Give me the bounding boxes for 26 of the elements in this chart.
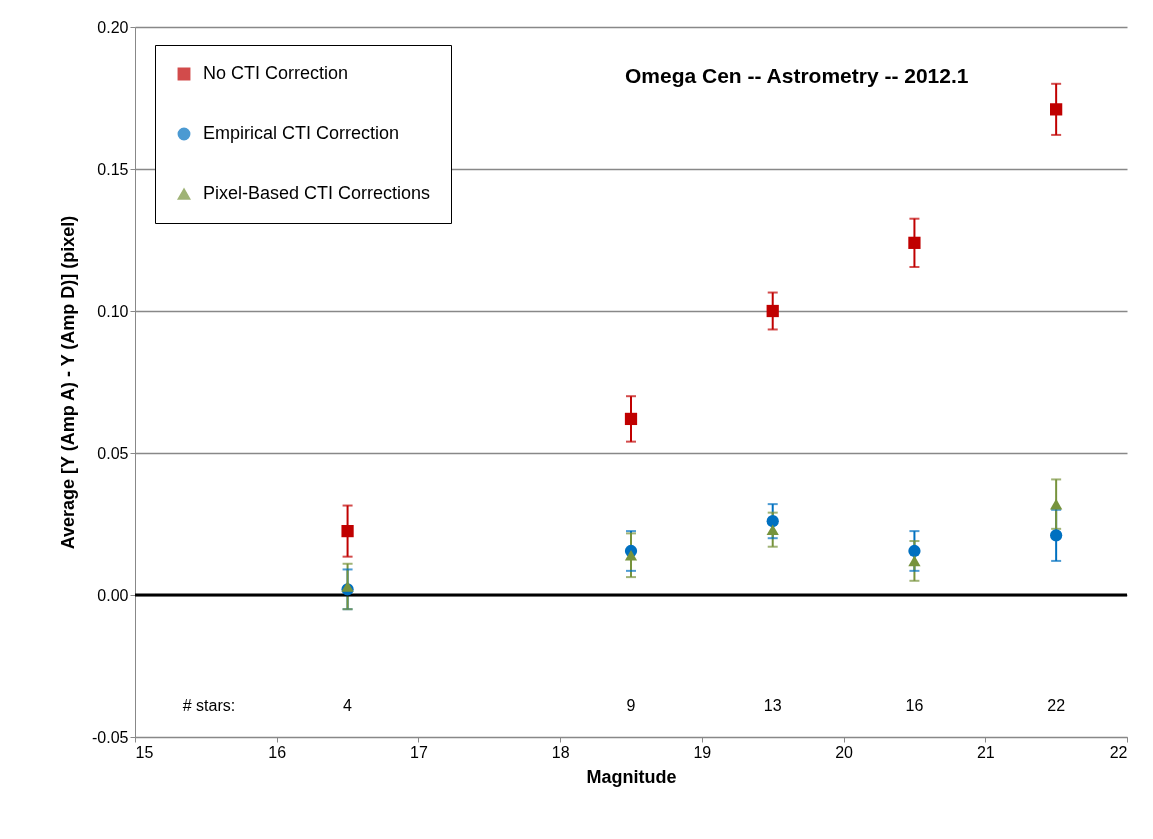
x-tick-label: 18 — [551, 743, 570, 761]
legend-label: Empirical CTI Correction — [203, 123, 400, 143]
x-tick-label: 22 — [1109, 743, 1128, 761]
text: Omega Cen -- Astrometry -- 2012.1 — [625, 64, 969, 87]
legend-label: No CTI Correction — [203, 63, 349, 83]
x-tick-label: 17 — [410, 743, 428, 761]
annotation: 16 — [905, 697, 924, 714]
y-tick-label: 0.15 — [97, 160, 129, 178]
y-tick-label: 0.05 — [97, 444, 129, 462]
annotation: 9 — [626, 697, 636, 714]
annotation: 4 — [343, 697, 353, 714]
x-tick-label: 21 — [976, 743, 995, 761]
x-tick-label: 19 — [693, 743, 712, 761]
x-tick-label: 15 — [135, 743, 154, 761]
x-tick-label: 16 — [268, 743, 287, 761]
legend-label: Pixel-Based CTI Corrections — [203, 183, 431, 203]
y-tick-label: -0.05 — [92, 728, 129, 746]
annotation: 13 — [763, 697, 782, 714]
x-axis-title: Magnitude — [586, 766, 677, 787]
annotation: 22 — [1047, 697, 1066, 714]
y-tick-label: 0.00 — [97, 586, 129, 604]
y-tick-label: 0.10 — [97, 302, 129, 320]
y-tick-label: 0.20 — [97, 18, 129, 36]
annotation: # stars: — [182, 697, 236, 714]
y-axis-title: Average [Y (Amp A) - Y (Amp D)] (pixel) — [58, 215, 79, 550]
x-tick-label: 20 — [835, 743, 854, 761]
